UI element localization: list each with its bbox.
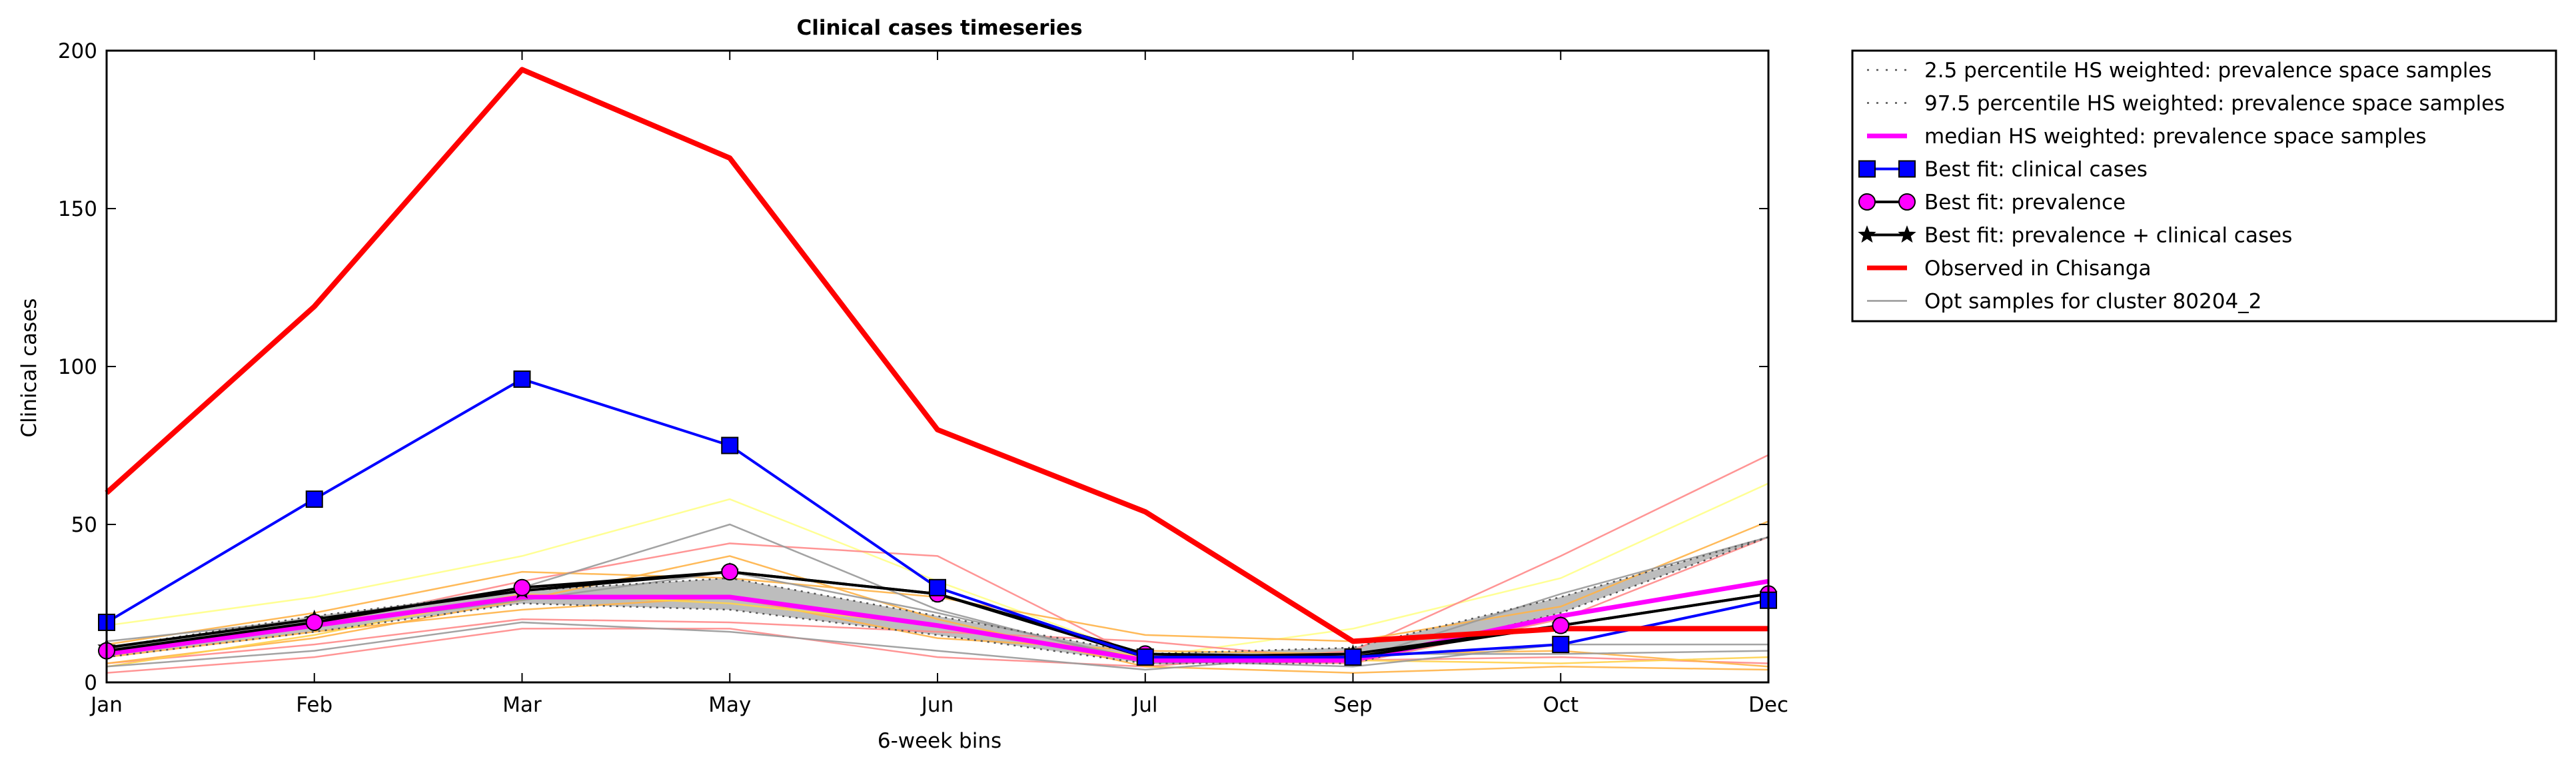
legend-label: Best fit: prevalence + clinical cases xyxy=(1924,224,2292,248)
x-tick-label: Mar xyxy=(502,693,542,717)
y-tick-label: 0 xyxy=(84,671,97,695)
circle-marker xyxy=(305,613,323,631)
legend-label: Best fit: clinical cases xyxy=(1924,158,2148,182)
square-marker xyxy=(929,578,946,596)
x-tick-label: Dec xyxy=(1748,693,1788,717)
legend: 2.5 percentile HS weighted: prevalence s… xyxy=(1851,49,2557,323)
square-marker xyxy=(1136,648,1154,666)
legend-square-marker xyxy=(1858,160,1876,178)
x-tick-label: Jan xyxy=(89,693,123,717)
sample-line-4 xyxy=(106,618,1769,664)
y-axis-label: Clinical cases xyxy=(17,298,41,437)
legend-label: median HS weighted: prevalence space sam… xyxy=(1924,125,2427,149)
sample-line-2 xyxy=(106,454,1769,674)
legend-star-marker xyxy=(1858,225,1876,243)
square-marker xyxy=(513,370,531,388)
y-tick-label: 150 xyxy=(58,197,97,221)
legend-label: Best fit: prevalence xyxy=(1924,191,2126,215)
plot-area xyxy=(97,67,1778,674)
legend-circle-marker xyxy=(1898,193,1916,211)
square-marker xyxy=(1552,636,1570,654)
x-tick-label: Sep xyxy=(1333,693,1372,717)
legend-box xyxy=(1851,49,2557,323)
legend-label: 97.5 percentile HS weighted: prevalence … xyxy=(1924,92,2505,116)
circle-marker xyxy=(721,563,739,581)
y-tick-label: 200 xyxy=(58,39,97,63)
sample-line-5 xyxy=(106,555,1769,674)
percentile-97-5-line xyxy=(106,536,1769,655)
axes: 0 50 100 150 200 Jan Feb Mar May Jun Jul Sep Oct Dec xyxy=(58,39,1788,717)
legend-label: Observed in Chisanga xyxy=(1924,257,2152,281)
square-marker xyxy=(721,436,739,454)
chart-title: Clinical cases timeseries xyxy=(796,16,1082,40)
legend-square-marker xyxy=(1898,160,1916,178)
x-tick-label: May xyxy=(708,693,751,717)
legend-label: Opt samples for cluster 80204_2 xyxy=(1924,290,2261,314)
x-tick-label: Feb xyxy=(296,693,332,717)
x-tick-label: Jun xyxy=(920,693,954,717)
x-tick-label: Oct xyxy=(1543,693,1579,717)
legend-label: 2.5 percentile HS weighted: prevalence s… xyxy=(1924,59,2492,83)
x-axis-label: 6-week bins xyxy=(878,729,1001,753)
y-tick-label: 50 xyxy=(71,513,97,537)
sample-line-10 xyxy=(106,621,1769,671)
legend-circle-marker xyxy=(1858,193,1876,211)
circle-marker xyxy=(513,578,531,596)
square-marker xyxy=(1344,648,1362,666)
x-tick-label: Jul xyxy=(1131,693,1157,717)
legend-star-marker xyxy=(1898,225,1916,243)
circle-marker xyxy=(1552,616,1570,634)
square-marker xyxy=(305,490,323,508)
observed-line xyxy=(105,67,1768,644)
y-tick-label: 100 xyxy=(58,355,97,379)
